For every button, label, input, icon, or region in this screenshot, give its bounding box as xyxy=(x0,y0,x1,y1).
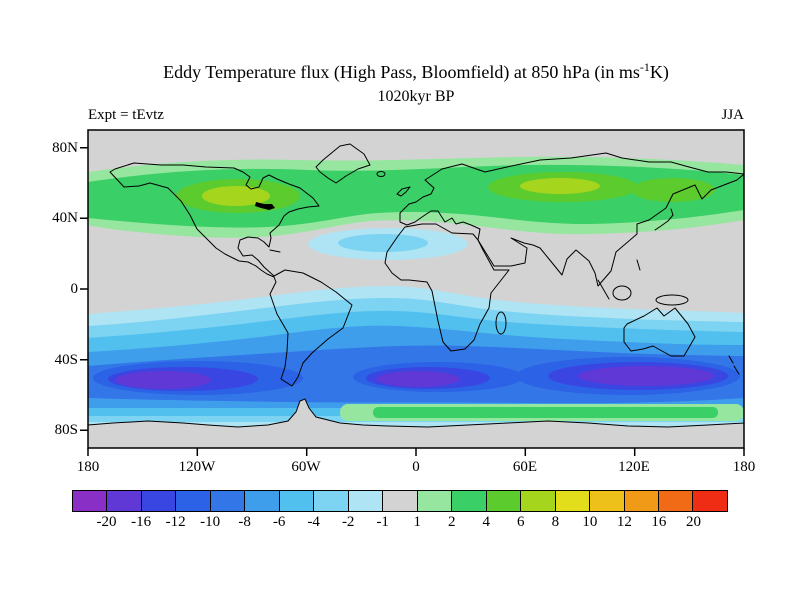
colorbar-label: 16 xyxy=(651,514,667,530)
colorbar-label: 8 xyxy=(551,514,560,530)
subtropical-patch-inner xyxy=(338,234,428,252)
nh-core-inner-namerica xyxy=(202,186,270,206)
coastline-australia xyxy=(623,307,696,357)
sh-core-spacific-purple xyxy=(115,371,211,389)
lon-label-120e: 120E xyxy=(618,459,650,475)
colorbar-label: -20 xyxy=(96,514,117,530)
colorbar-cell-m16-m12 xyxy=(140,491,176,511)
colorbar-label: 2 xyxy=(448,514,456,530)
plot-title-text: Eddy Temperature flux (High Pass, Bloomf… xyxy=(163,62,640,82)
lat-label-40n: 40N xyxy=(52,210,78,226)
colorbar-cell-above-p20 xyxy=(692,491,727,511)
coastline-iceland xyxy=(376,171,386,177)
coastline-japan xyxy=(654,208,674,231)
colorbar-cell-m2-m1 xyxy=(347,491,383,511)
great-lakes xyxy=(255,202,275,210)
colorbar-cell-m4-m2 xyxy=(313,491,348,511)
y-axis-ticks xyxy=(80,146,88,432)
world-map-plot xyxy=(80,129,745,456)
coastline-sumatra xyxy=(597,279,610,300)
colorbar-label: 20 xyxy=(686,514,701,530)
coastline-greenland xyxy=(315,143,371,184)
colorbar-label: 6 xyxy=(517,514,525,530)
lon-label-0: 0 xyxy=(412,459,420,475)
plot-subtitle: 1020kyr BP xyxy=(377,88,455,105)
colorbar-labels: -20 -16 -12 -10 -8 -6 -4 -2 -1 1 2 4 6 8… xyxy=(72,514,728,534)
coastline-cuba xyxy=(269,249,281,253)
coastline-eurasia xyxy=(399,152,745,287)
lon-label-60e: 60E xyxy=(512,459,538,475)
lon-label-120w: 120W xyxy=(178,459,216,475)
colorbar-label: -16 xyxy=(131,514,152,530)
colorbar-cell-p8-p10 xyxy=(554,491,590,511)
coastline-new-guinea xyxy=(655,294,689,306)
coastline-philippines xyxy=(636,259,641,271)
lat-label-80n: 80N xyxy=(52,140,78,156)
colorbar-cell-m8-m6 xyxy=(244,491,279,511)
colorbar-label: -6 xyxy=(272,514,286,530)
sh-core-satlantic-purple xyxy=(376,371,460,387)
season-label: JJA xyxy=(721,107,744,123)
nh-core-inner-europe xyxy=(520,178,600,194)
colorbar-cell-p1-p2 xyxy=(416,491,452,511)
colorbar-cell-m6-m4 xyxy=(278,491,314,511)
colorbar-cell-m1-p1 xyxy=(382,491,417,511)
colorbar-label: 12 xyxy=(616,514,632,530)
colorbar-label: 4 xyxy=(482,514,491,530)
colorbar-cell-m20-m16 xyxy=(106,491,141,511)
colorbar-label: -8 xyxy=(238,514,251,530)
sh-core-sindian-purple xyxy=(578,366,714,386)
experiment-label: Expt = tEvtz xyxy=(88,107,164,123)
colorbar-cell-m12-m10 xyxy=(175,491,210,511)
plot-title-units-end: K) xyxy=(649,62,669,82)
colorbar-cell-m10-m8 xyxy=(209,491,245,511)
lat-label-eq: 0 xyxy=(70,281,79,297)
colorbar-label: -4 xyxy=(307,514,320,530)
colorbar-label: 1 xyxy=(413,514,422,530)
colorbar xyxy=(72,490,728,512)
colorbar-label: -10 xyxy=(200,514,221,530)
colorbar-cell-p16-p20 xyxy=(657,491,693,511)
map-frame xyxy=(87,129,745,449)
title-superscript: -1 xyxy=(639,60,650,74)
colorbar-label: -2 xyxy=(341,514,355,530)
lat-label-40s: 40S xyxy=(54,352,78,368)
lon-label-60w: 60W xyxy=(291,459,321,475)
colorbar-cell-p6-p8 xyxy=(520,491,555,511)
colorbar-cell-p4-p6 xyxy=(485,491,521,511)
colorbar-cell-below-m20 xyxy=(73,491,107,511)
x-axis-ticks xyxy=(87,448,745,456)
coastline-americas xyxy=(109,162,353,387)
coastline-new-zealand xyxy=(728,355,740,375)
colorbar-label: -12 xyxy=(165,514,186,530)
antarctica-land xyxy=(87,398,745,449)
colorbar-cell-p2-p4 xyxy=(451,491,486,511)
lon-label-180w: 180 xyxy=(76,459,100,475)
coastlines xyxy=(109,143,745,387)
colorbar-cell-p10-p12 xyxy=(589,491,624,511)
coastline-uk xyxy=(396,186,411,197)
nh-core-asia xyxy=(631,178,715,202)
coastline-borneo xyxy=(612,285,632,301)
colorbar-cell-p12-p16 xyxy=(623,491,658,511)
lat-label-80s: 80S xyxy=(54,422,78,438)
colorbar-label: 10 xyxy=(582,514,598,530)
antarctic-ring-inner xyxy=(373,407,718,418)
coastline-africa xyxy=(384,223,510,352)
lon-label-180e: 180 xyxy=(732,459,756,475)
plot-title: Eddy Temperature flux (High Pass, Bloomf… xyxy=(88,60,744,83)
coastline-madagascar xyxy=(495,311,507,335)
colorbar-label: -1 xyxy=(376,514,389,530)
